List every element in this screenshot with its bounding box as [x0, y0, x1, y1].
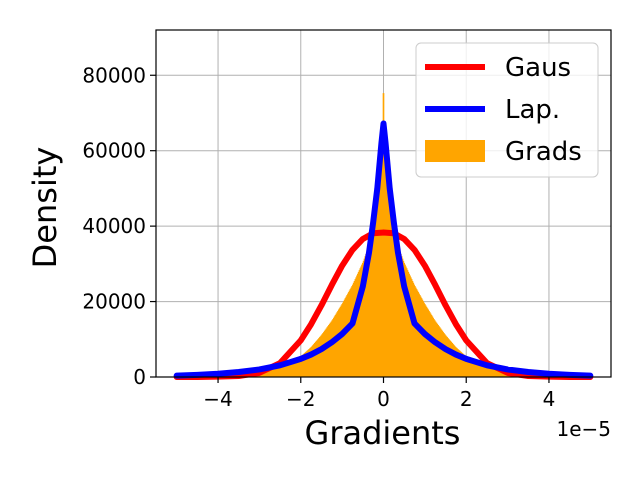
legend: Gaus Lap. Grads	[415, 42, 599, 178]
x-tick-label-1: −2	[286, 387, 315, 411]
axis-ticks: −4 −2 0 2 4 0 20000 40000 60000 80000	[82, 63, 555, 411]
x-axis-offset-label: 1e−5	[556, 417, 611, 441]
y-tick-label-0: 0	[133, 365, 146, 389]
y-tick-label-3: 60000	[82, 139, 146, 163]
legend-label-gaus: Gaus	[505, 53, 571, 83]
x-tick-label-2: 0	[377, 387, 390, 411]
y-tick-label-1: 20000	[82, 290, 146, 314]
x-tick-label-4: 4	[543, 387, 556, 411]
series-line-laplace	[173, 120, 594, 379]
x-tick-label-3: 2	[460, 387, 473, 411]
x-axis-label: Gradients	[305, 414, 461, 452]
y-axis-label: Density	[26, 147, 64, 269]
x-tick-label-0: −4	[203, 387, 232, 411]
legend-label-grads: Grads	[505, 137, 582, 167]
legend-swatch-grads	[425, 140, 485, 162]
legend-label-laplace: Lap.	[505, 95, 560, 125]
y-tick-label-2: 40000	[82, 214, 146, 238]
y-tick-label-4: 80000	[82, 63, 146, 87]
distribution-lines	[173, 120, 594, 380]
